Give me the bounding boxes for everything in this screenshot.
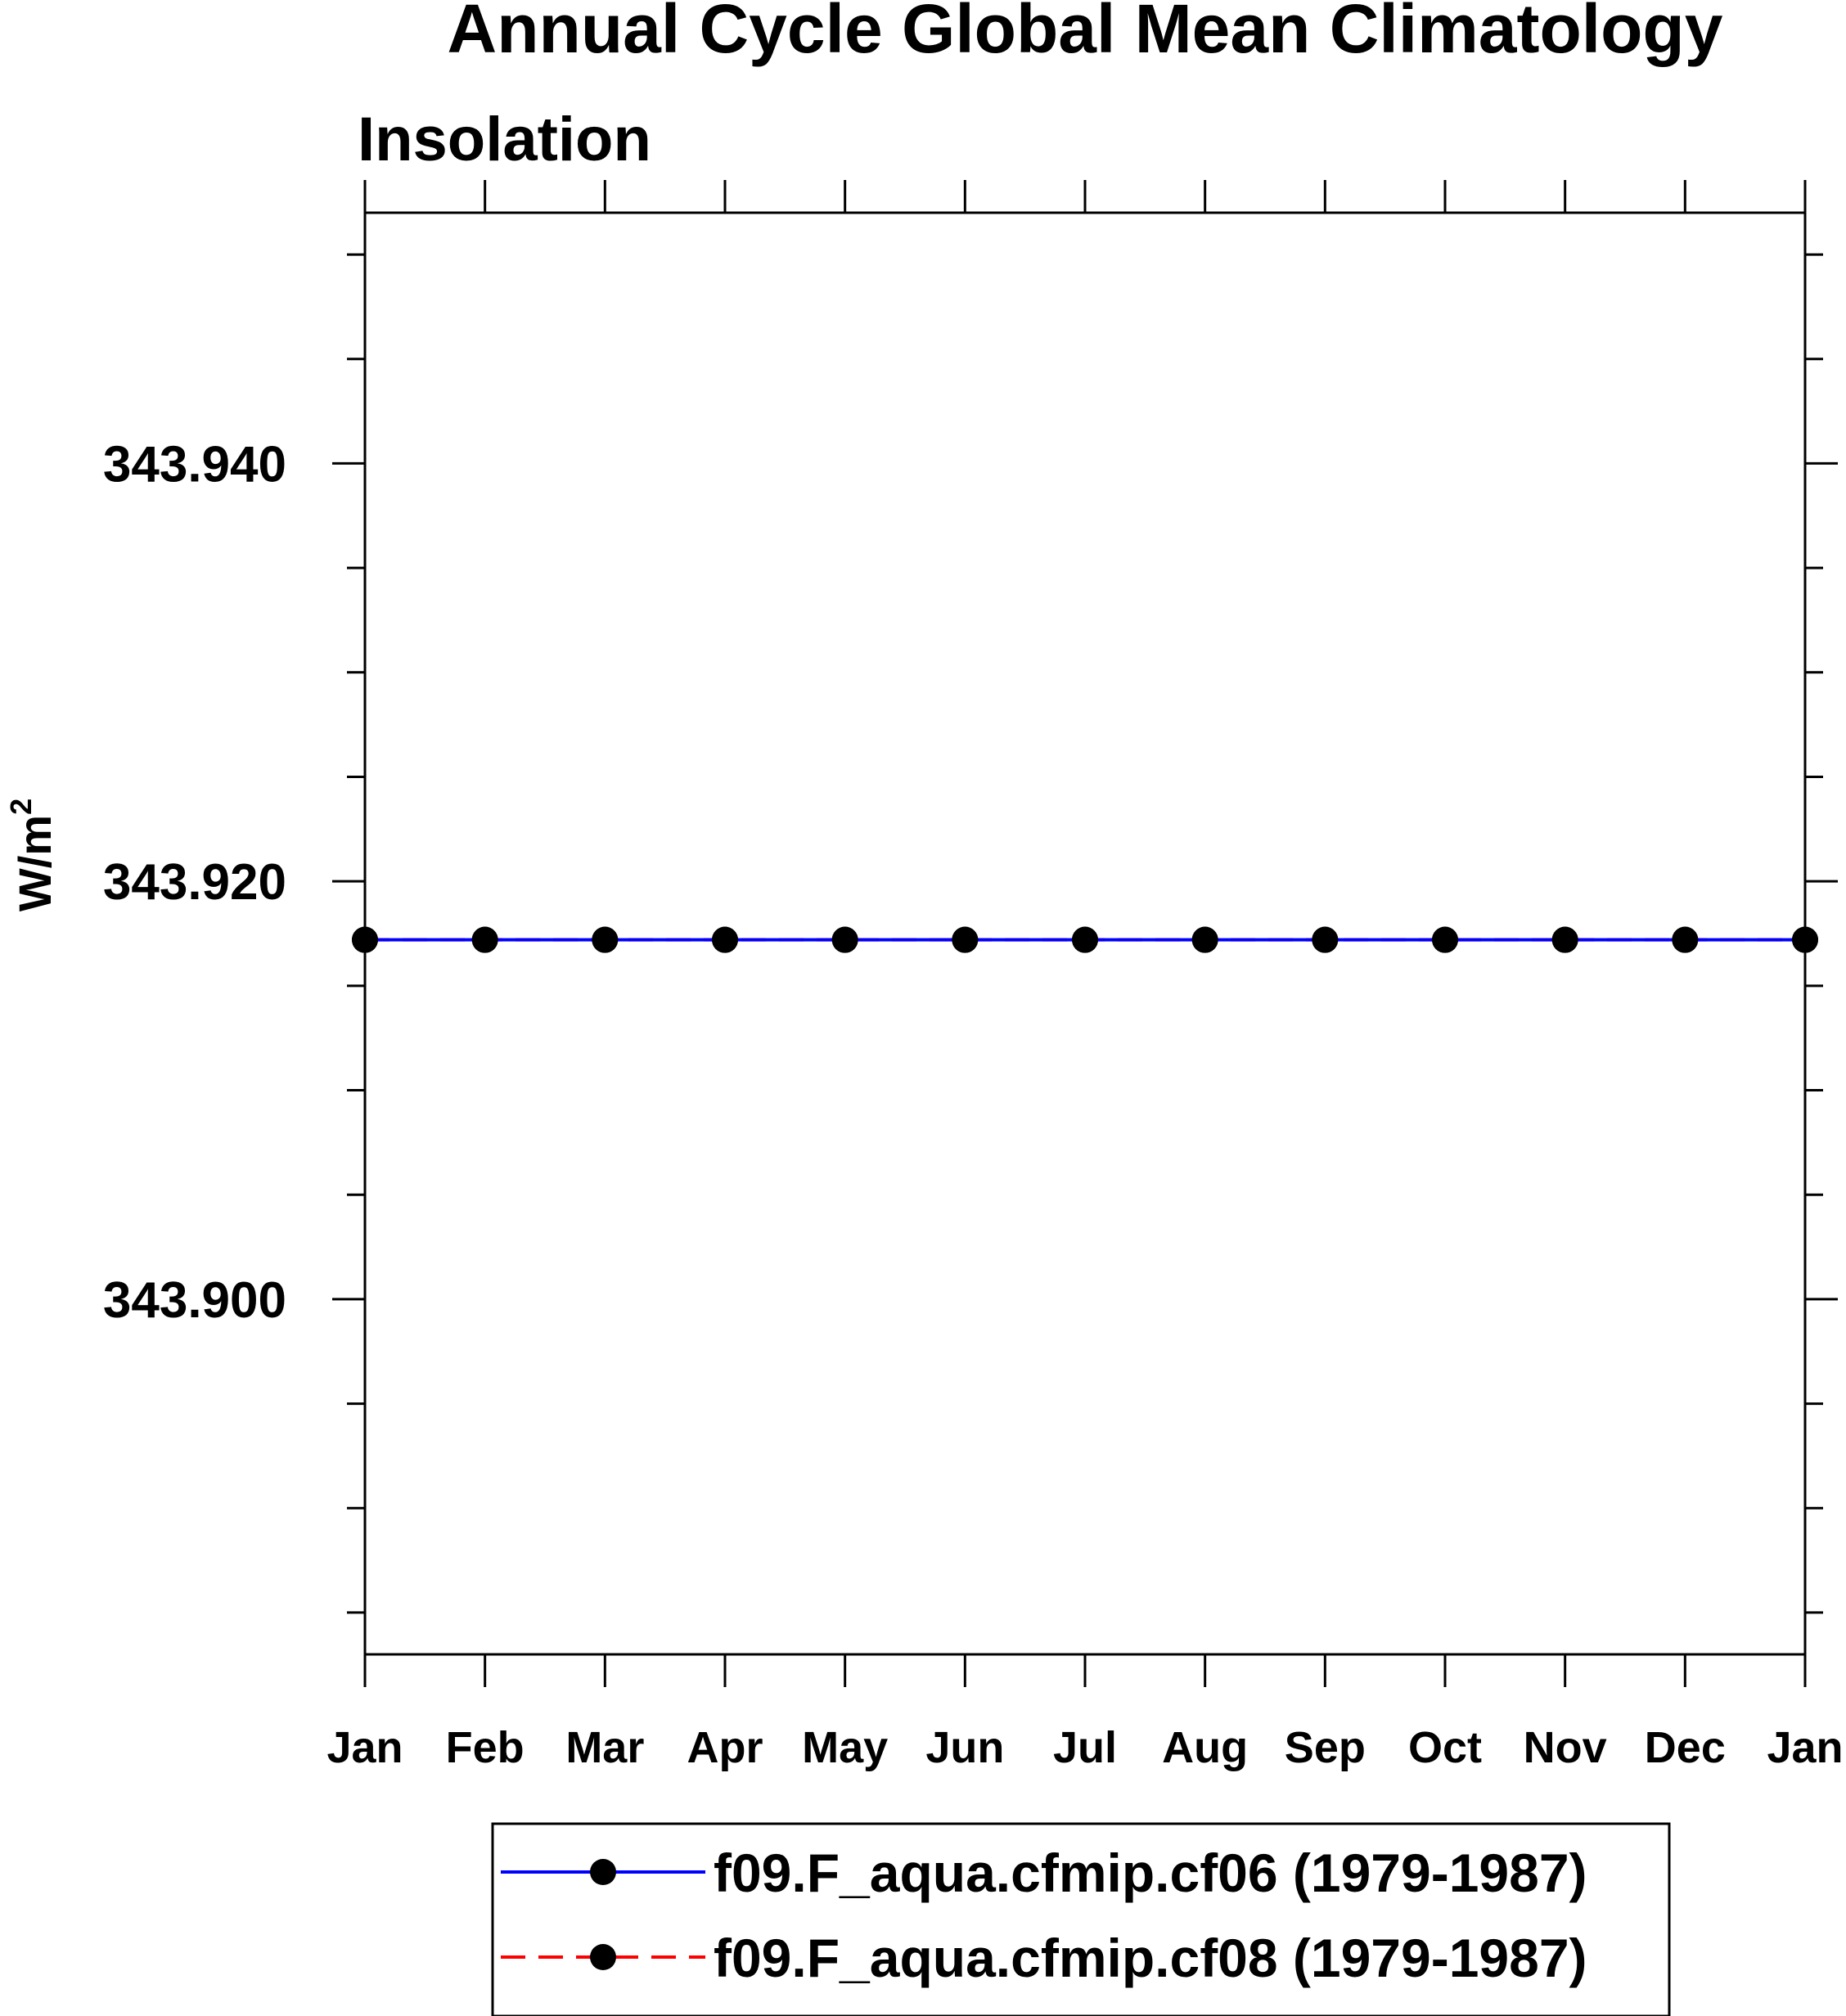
- x-tick-label: Aug: [1162, 1723, 1248, 1772]
- series-point: [1792, 926, 1818, 953]
- legend-marker-swatch: [590, 1944, 616, 1970]
- axes: Jan Feb Mar Apr May Jun Jul Aug Sep Oct Nov Dec Jan 3…: [103, 180, 1844, 1772]
- series-point: [471, 926, 498, 953]
- series-point: [712, 926, 738, 953]
- series-point: [1432, 926, 1458, 953]
- x-tick-label: Mar: [565, 1723, 644, 1772]
- x-tick-label: Jan: [326, 1723, 403, 1772]
- legend-label: f09.F_aqua.cfmip.cf06 (1979-1987): [714, 1843, 1587, 1903]
- series-point: [1312, 926, 1339, 953]
- y-tick-label: 343.900: [103, 1272, 286, 1329]
- series-point: [352, 926, 378, 953]
- series-point: [831, 926, 858, 953]
- legend-box: [491, 1822, 1671, 2016]
- x-tick-label: Oct: [1408, 1723, 1482, 1772]
- x-tick-label: May: [802, 1723, 888, 1772]
- y-tick-label: 343.940: [103, 436, 286, 493]
- legend-label: f09.F_aqua.cfmip.cf08 (1979-1987): [714, 1928, 1587, 1988]
- x-tick-label: Dec: [1645, 1723, 1726, 1772]
- chart-title: Annual Cycle Global Mean Climatology: [448, 0, 1723, 67]
- chart-subtitle: Insolation: [358, 105, 651, 174]
- series-point: [1551, 926, 1578, 953]
- x-tick-label: Nov: [1524, 1723, 1607, 1772]
- series-1: [352, 926, 1818, 953]
- legend: f09.F_aqua.cfmip.cf06 (1979-1987) f09.F_a…: [491, 1822, 1671, 2016]
- x-tick-label: Jul: [1053, 1723, 1117, 1772]
- plot-series: [352, 926, 1818, 953]
- y-tick-label: 343.920: [103, 854, 286, 911]
- y-axis-label: W/m2: [4, 799, 61, 911]
- legend-entry: f09.F_aqua.cfmip.cf08 (1979-1987): [501, 1928, 1587, 1988]
- series-point: [952, 926, 979, 953]
- x-tick-label: Jan: [1767, 1723, 1843, 1772]
- series-point: [1672, 926, 1699, 953]
- legend-marker-swatch: [590, 1859, 616, 1885]
- x-tick-label: Apr: [687, 1723, 763, 1772]
- y-axis-label-superscript: 2: [4, 799, 38, 815]
- x-tick-label: Feb: [446, 1723, 525, 1772]
- legend-entry: f09.F_aqua.cfmip.cf06 (1979-1987): [501, 1843, 1587, 1903]
- y-axis-label-main: W/m: [9, 815, 61, 911]
- series-point: [592, 926, 619, 953]
- x-tick-label: Sep: [1285, 1723, 1366, 1772]
- series-point: [1191, 926, 1218, 953]
- x-tick-label: Jun: [925, 1723, 1004, 1772]
- series-point: [1072, 926, 1098, 953]
